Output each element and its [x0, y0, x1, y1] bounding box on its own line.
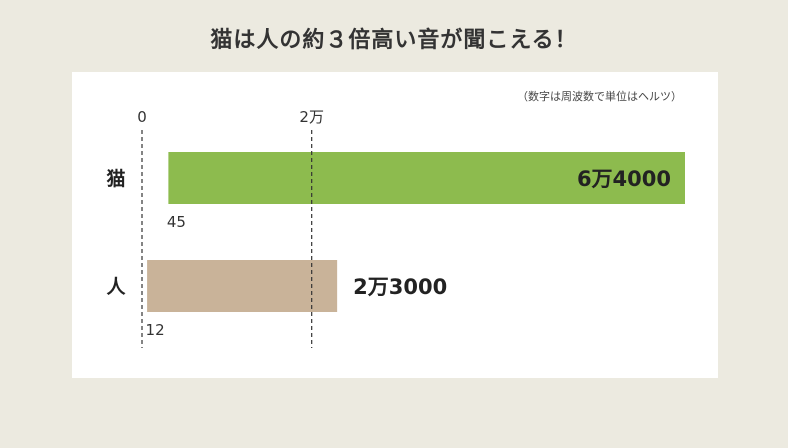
bar-chart: 0 2万猫 6万4000 45 人 2万3000 12: [106, 108, 685, 348]
x-tick-label: 2万: [299, 108, 324, 126]
value-label-human: 2万3000: [353, 275, 447, 299]
value-label-cat: 6万4000: [577, 167, 671, 191]
min-label-cat: 45: [167, 213, 186, 231]
bar-human: [147, 260, 338, 312]
chart-panel: （数字は周波数で単位はヘルツ） 0 2万猫 6万4000 45 人 2万3000 12: [72, 72, 718, 378]
min-label-human: 12: [146, 321, 165, 339]
category-label-cat: 猫: [106, 167, 125, 190]
x-tick-label: 0: [137, 108, 147, 126]
chart-title: 猫は人の約３倍高い音が聞こえる！: [210, 28, 578, 53]
category-label-human: 人: [106, 276, 126, 298]
bar-cat: [168, 152, 685, 204]
unit-note: （数字は周波数で単位はヘルツ）: [517, 90, 682, 103]
